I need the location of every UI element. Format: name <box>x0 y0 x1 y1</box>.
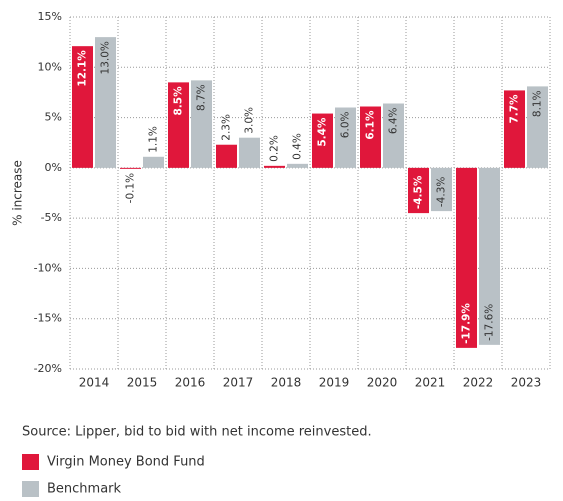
y-tick-label: -20% <box>34 362 62 375</box>
bar <box>383 103 404 168</box>
value-label: 6.0% <box>340 112 352 139</box>
bar <box>431 167 452 212</box>
legend-label: Benchmark <box>47 482 122 497</box>
bar <box>264 165 285 168</box>
value-label: 8.7% <box>196 84 208 111</box>
bar <box>479 167 500 345</box>
value-label: -4.5% <box>413 175 425 209</box>
bar <box>408 167 429 214</box>
bar <box>168 82 189 168</box>
x-tick-label: 2022 <box>463 376 494 390</box>
legend-label: Virgin Money Bond Fund <box>47 455 205 470</box>
x-tick-label: 2016 <box>175 376 206 390</box>
source-note: Source: Lipper, bid to bid with net inco… <box>22 425 372 440</box>
x-tick-label: 2014 <box>79 376 110 390</box>
x-tick-label: 2020 <box>367 376 398 390</box>
value-label: 7.7% <box>509 94 521 124</box>
x-tick-label: 2019 <box>319 376 350 390</box>
x-tick-label: 2021 <box>415 376 446 390</box>
value-label: 1.1% <box>148 126 160 153</box>
bar <box>143 156 164 168</box>
y-tick-label: 10% <box>38 60 62 73</box>
value-label: 3.0% <box>244 107 256 134</box>
value-label: 8.5% <box>173 86 185 116</box>
bar <box>216 144 237 168</box>
bar <box>360 106 381 168</box>
bar <box>312 113 333 168</box>
bar <box>95 37 116 168</box>
legend-swatch <box>22 481 39 497</box>
bar <box>191 80 212 168</box>
y-tick-label: -10% <box>34 261 62 274</box>
y-tick-label: 15% <box>38 10 62 23</box>
y-tick-label: 5% <box>45 111 62 124</box>
bar <box>239 137 260 168</box>
y-tick-label: -15% <box>34 312 62 325</box>
bar <box>504 90 525 168</box>
bar <box>335 107 356 168</box>
value-label: 8.1% <box>532 90 544 117</box>
value-label: -17.9% <box>461 303 473 344</box>
y-tick-label: 0% <box>45 161 62 174</box>
value-label: 13.0% <box>100 41 112 74</box>
x-tick-label: 2015 <box>127 376 158 390</box>
value-label: -4.3% <box>436 177 448 207</box>
bar <box>72 46 93 168</box>
x-tick-label: 2018 <box>271 376 302 390</box>
y-tick-label: -5% <box>41 211 62 224</box>
value-label: 0.4% <box>292 133 304 160</box>
legend-swatch <box>22 454 39 470</box>
value-label: 2.3% <box>221 114 233 141</box>
value-label: 12.1% <box>77 50 89 87</box>
y-axis-label: % increase <box>11 160 25 226</box>
x-tick-label: 2017 <box>223 376 254 390</box>
bar <box>527 86 548 168</box>
x-tick-label: 2023 <box>511 376 542 390</box>
bar <box>287 163 308 168</box>
value-label: -17.6% <box>484 304 496 341</box>
value-label: -0.1% <box>125 173 137 203</box>
value-label: 6.4% <box>388 107 400 134</box>
bar <box>456 167 477 348</box>
value-label: 5.4% <box>317 117 329 147</box>
value-label: 0.2% <box>269 135 281 162</box>
bar <box>120 167 141 169</box>
value-label: 6.1% <box>365 110 377 140</box>
